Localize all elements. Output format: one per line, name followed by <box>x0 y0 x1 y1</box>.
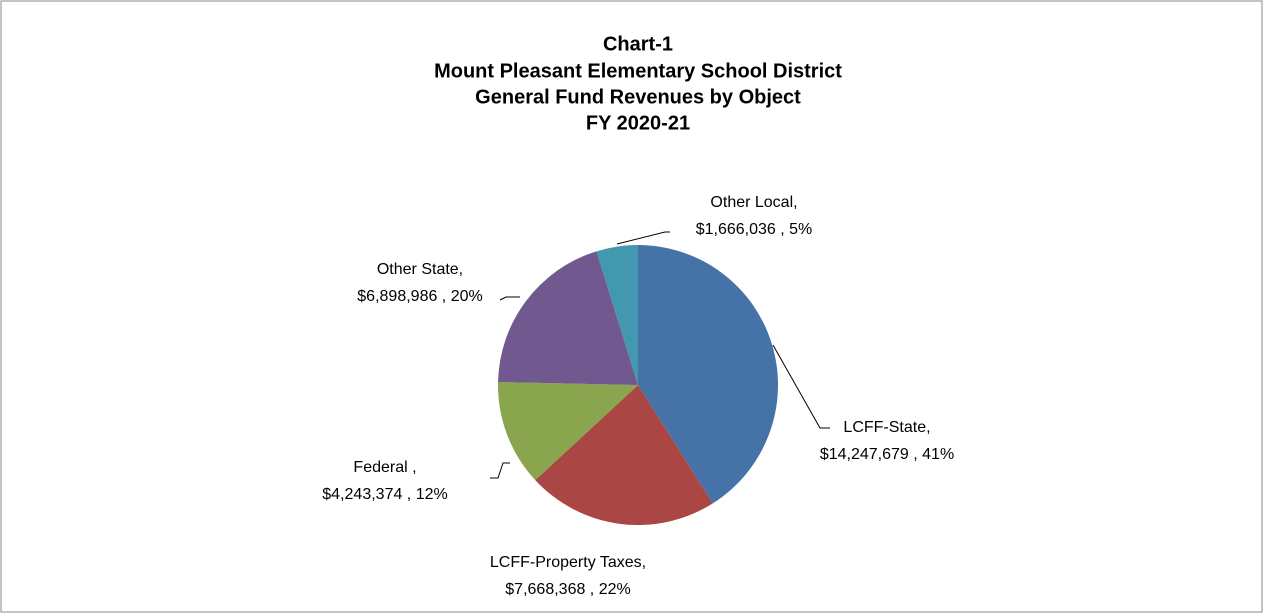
value-label: $1,666,036 , 5% <box>696 221 813 238</box>
leader-line <box>772 344 830 429</box>
pie-slice <box>596 245 638 385</box>
slice-label: Federal , <box>353 459 416 476</box>
slice-label: Other Local, <box>710 194 797 211</box>
chart-title: Chart-1 <box>603 33 673 55</box>
slice-label: LCFF-State, <box>843 419 930 436</box>
leader-line <box>616 231 670 245</box>
value-label: $14,247,679 , 41% <box>820 446 954 463</box>
value-label: $7,668,368 , 22% <box>505 581 630 598</box>
pie-slice <box>498 251 638 385</box>
chart-title: Mount Pleasant Elementary School Distric… <box>434 60 842 82</box>
pie-slice <box>498 382 638 481</box>
value-label: $4,243,374 , 12% <box>322 486 447 503</box>
leader-line <box>499 296 520 301</box>
value-label: $6,898,986 , 20% <box>357 288 482 305</box>
slice-label: Other State, <box>377 261 463 278</box>
chart-title: FY 2020-21 <box>586 112 690 134</box>
pie-slice <box>535 385 713 525</box>
pie-slice <box>638 245 778 504</box>
leader-line <box>490 462 510 479</box>
slice-label: LCFF-Property Taxes, <box>490 554 646 571</box>
chart-title: General Fund Revenues by Object <box>475 86 801 108</box>
